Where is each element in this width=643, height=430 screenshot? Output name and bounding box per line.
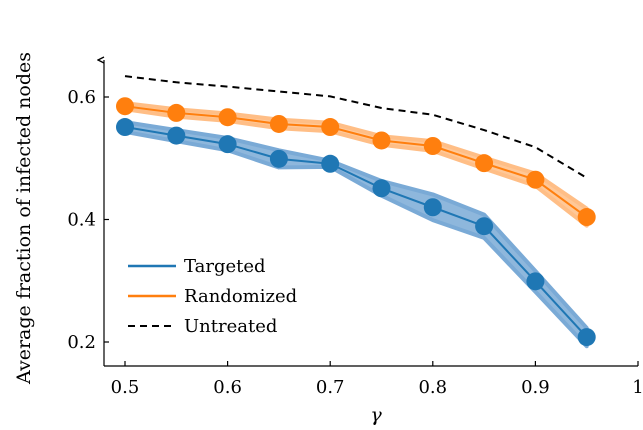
- marker-targeted: [577, 328, 596, 347]
- x-tick-label: 0.7: [316, 377, 345, 398]
- marker-randomized: [167, 103, 186, 122]
- legend-label-randomized: Randomized: [184, 286, 297, 307]
- x-tick-label: 1: [632, 377, 643, 398]
- series-lines: [124, 75, 588, 338]
- marker-targeted: [475, 217, 494, 236]
- marker-randomized: [475, 154, 494, 173]
- marker-randomized: [577, 208, 596, 227]
- marker-targeted: [526, 272, 545, 291]
- legend-label-untreated: Untreated: [184, 316, 277, 337]
- marker-randomized: [526, 170, 545, 189]
- axes: [104, 60, 638, 367]
- marker-randomized: [116, 97, 134, 116]
- x-axis-title: γ: [370, 404, 382, 426]
- x-tick-label: 0.9: [521, 377, 550, 398]
- y-tick-label: 0.4: [67, 210, 96, 231]
- marker-targeted: [116, 118, 134, 137]
- legend: Targeted Randomized Untreated: [128, 256, 297, 337]
- series-markers: [116, 97, 596, 347]
- line-randomized: [124, 105, 588, 218]
- y-tick-label: 0.2: [67, 332, 96, 353]
- marker-randomized: [321, 118, 340, 137]
- marker-randomized: [218, 108, 237, 127]
- x-tick-label: 0.6: [213, 377, 242, 398]
- y-ticks: 0.2 0.4 0.6: [67, 87, 109, 353]
- y-tick-label: 0.6: [67, 87, 96, 108]
- line-targeted: [124, 126, 588, 338]
- band-targeted: [123, 120, 589, 349]
- line-untreated: [124, 75, 588, 179]
- marker-targeted: [218, 135, 237, 154]
- x-ticks: 0.5 0.6 0.7 0.8 0.9 1: [111, 361, 643, 398]
- band-randomized: [123, 101, 589, 228]
- marker-randomized: [372, 131, 391, 150]
- marker-targeted: [372, 179, 391, 198]
- marker-targeted: [269, 149, 288, 168]
- x-tick-label: 0.8: [418, 377, 447, 398]
- marker-targeted: [321, 154, 340, 173]
- y-axis-title: Average fraction of infected nodes: [13, 52, 35, 385]
- marker-targeted: [167, 126, 186, 145]
- legend-label-targeted: Targeted: [184, 256, 266, 277]
- marker-randomized: [269, 114, 288, 133]
- x-tick-label: 0.5: [111, 377, 140, 398]
- marker-randomized: [423, 137, 442, 155]
- marker-targeted: [423, 198, 442, 217]
